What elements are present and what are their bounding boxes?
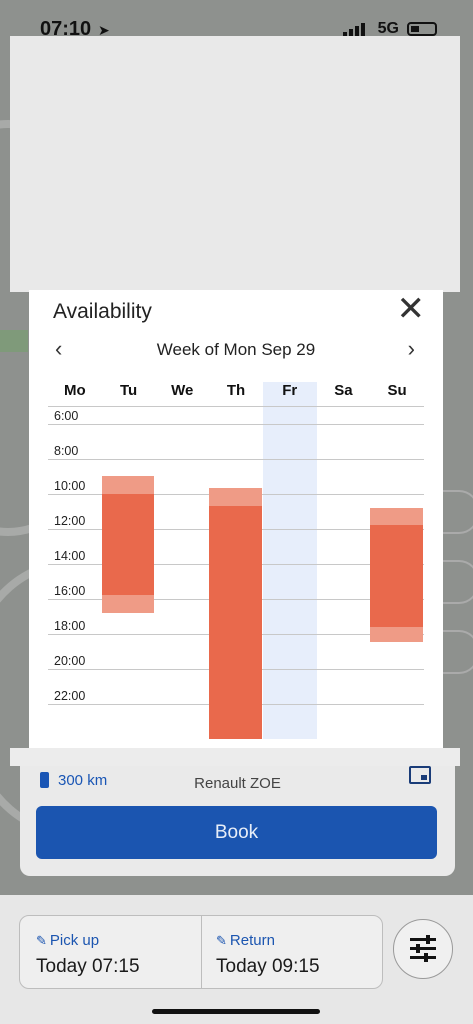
hour-label: 22:00 xyxy=(54,689,86,703)
hour-label: 6:00 xyxy=(54,409,79,423)
hour-gridline xyxy=(48,423,424,425)
hour-label: 10:00 xyxy=(54,479,86,493)
filter-sliders-icon[interactable] xyxy=(393,919,453,979)
chevron-right-icon[interactable]: › xyxy=(407,336,415,361)
day-header-th: Th xyxy=(226,382,246,399)
pencil-icon: ✎ xyxy=(36,933,47,948)
return-field[interactable]: ✎ Return Today 09:15 xyxy=(202,916,383,988)
close-icon[interactable]: ✕ xyxy=(396,290,426,328)
vehicle-range: 300 km xyxy=(58,772,108,789)
pickup-value: Today 07:15 xyxy=(36,956,140,977)
status-time: 07:10 xyxy=(40,18,92,40)
hour-gridline xyxy=(48,406,424,407)
network-type: 5G xyxy=(377,20,399,37)
divider-strip xyxy=(10,748,460,766)
availability-calendar: Mo Tu We Th Fr Sa Su 6:00 8:00 10:00 12:00 14:00 16:… xyxy=(48,382,424,739)
trip-times: ✎ Pick up Today 07:15 ✎ Return Today 09:15 xyxy=(19,915,383,989)
week-navigation: ‹ Week of Mon Sep 29 › xyxy=(29,336,443,362)
chevron-left-icon[interactable]: ‹ xyxy=(55,336,63,361)
vehicle-panel: 300 km Renault ZOE Book xyxy=(20,766,455,876)
hour-label: 8:00 xyxy=(54,444,79,458)
day-header-fr: Fr xyxy=(282,382,298,399)
signal-icon xyxy=(343,22,365,36)
hour-label: 14:00 xyxy=(54,549,86,563)
booking-block-tu xyxy=(101,493,155,595)
home-indicator xyxy=(152,1009,320,1014)
status-bar: 07:10 ➤ 5G xyxy=(0,0,473,40)
dialog-title: Availability xyxy=(53,300,152,323)
hour-label: 20:00 xyxy=(54,654,86,668)
return-label: Return xyxy=(229,932,275,949)
pickup-field[interactable]: ✎ Pick up Today 07:15 xyxy=(20,916,201,988)
pencil-icon: ✎ xyxy=(216,933,227,948)
week-label: Week of Mon Sep 29 xyxy=(156,340,316,359)
pickup-label: Pick up xyxy=(49,932,100,949)
hour-label: 12:00 xyxy=(54,514,86,528)
divider xyxy=(201,916,202,988)
hour-label: 18:00 xyxy=(54,619,86,633)
day-header-we: We xyxy=(171,382,194,399)
day-header-sa: Sa xyxy=(334,382,353,399)
highlighted-day-column xyxy=(262,382,317,739)
battery-icon xyxy=(407,22,437,36)
hour-label: 16:00 xyxy=(54,584,86,598)
redacted-panel xyxy=(10,36,460,292)
booking-block-th xyxy=(209,505,262,739)
return-value: Today 09:15 xyxy=(216,956,320,977)
battery-level-icon xyxy=(40,772,49,788)
vehicle-info-icon[interactable] xyxy=(409,766,431,784)
booking-block-su xyxy=(370,525,423,627)
trip-footer: ✎ Pick up Today 07:15 ✎ Return Today 09:15 xyxy=(0,895,473,1024)
day-header-tu: Tu xyxy=(119,382,138,399)
location-arrow-icon: ➤ xyxy=(98,22,110,38)
book-button[interactable]: Book xyxy=(36,806,437,859)
day-header-su: Su xyxy=(387,382,407,399)
hour-gridline xyxy=(48,458,424,460)
day-header-mo: Mo xyxy=(64,382,86,399)
vehicle-model: Renault ZOE xyxy=(194,775,281,792)
availability-dialog: Availability ✕ ‹ Week of Mon Sep 29 › Mo… xyxy=(29,290,443,748)
